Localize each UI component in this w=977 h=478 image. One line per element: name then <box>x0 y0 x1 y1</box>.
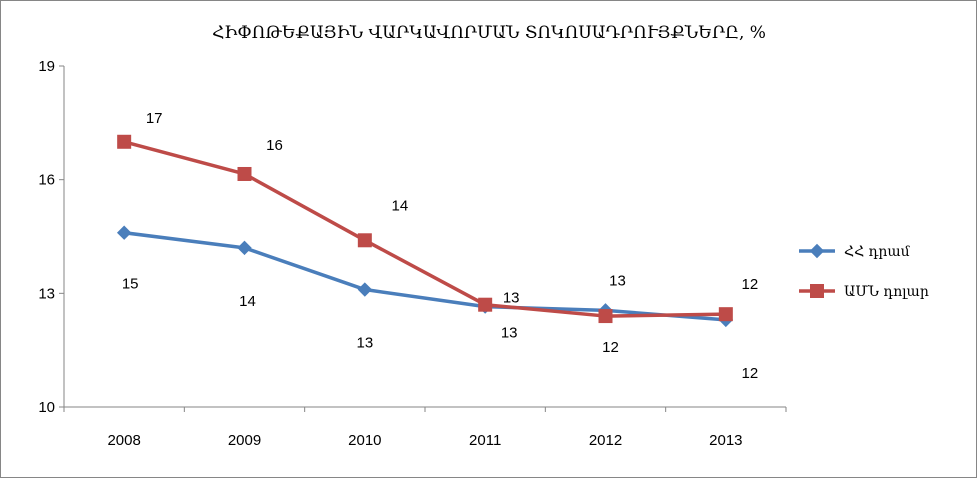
data-label: 12 <box>602 339 619 356</box>
data-label: 16 <box>266 137 283 154</box>
square-marker <box>237 166 252 181</box>
data-label: 15 <box>122 276 139 293</box>
data-label: 13 <box>356 335 373 352</box>
data-label: 12 <box>741 276 758 293</box>
legend-marker-1 <box>809 243 825 259</box>
legend-marker-2 <box>810 284 824 298</box>
data-label: 13 <box>501 325 518 342</box>
x-tick-label: 2010 <box>348 432 381 449</box>
series-line-1 <box>123 230 726 322</box>
square-marker <box>357 233 372 248</box>
y-tick-label: 13 <box>38 285 55 302</box>
square-marker <box>478 297 493 312</box>
square-marker <box>598 309 613 324</box>
data-label: 12 <box>741 365 758 382</box>
axes: 10 13 16 19 2008 2009 2010 2011 2012 2013 <box>38 58 787 449</box>
x-tick-label: 2012 <box>589 432 622 449</box>
x-tick-label: 2013 <box>709 432 742 449</box>
series-line-2 <box>123 140 726 318</box>
y-tick-label: 10 <box>38 399 55 416</box>
y-tick-label: 16 <box>38 172 55 189</box>
legend-label: ՀՀ դրամ <box>844 244 911 260</box>
x-tick-label: 2011 <box>469 432 501 449</box>
y-tick-label: 19 <box>38 58 55 75</box>
legend-label: ԱՄՆ դոլար <box>844 284 929 300</box>
x-tick-label: 2008 <box>107 432 140 449</box>
x-tick-label: 2009 <box>228 432 261 449</box>
data-label: 13 <box>609 272 626 289</box>
chart-title: ՀԻՓՈԹԵՔԱՅԻՆ ՎԱՐԿԱՎՈՐՄԱՆ ՏՈԿՈՍԱԴՐՈՒՅՔՆԵՐԸ… <box>212 23 766 43</box>
diamond-marker <box>237 240 252 256</box>
square-marker <box>718 307 733 322</box>
data-label: 17 <box>146 110 163 127</box>
data-label: 14 <box>239 293 256 310</box>
diamond-marker <box>357 282 373 297</box>
data-label: 13 <box>503 290 520 307</box>
data-labels: 15 14 13 13 13 12 17 16 14 13 12 12 <box>122 110 758 382</box>
data-label: 14 <box>391 197 408 214</box>
diamond-marker <box>116 225 132 240</box>
legend: ՀՀ դրամ ԱՄՆ դոլար <box>799 243 929 300</box>
series-layer <box>116 134 734 328</box>
square-marker <box>117 134 132 149</box>
